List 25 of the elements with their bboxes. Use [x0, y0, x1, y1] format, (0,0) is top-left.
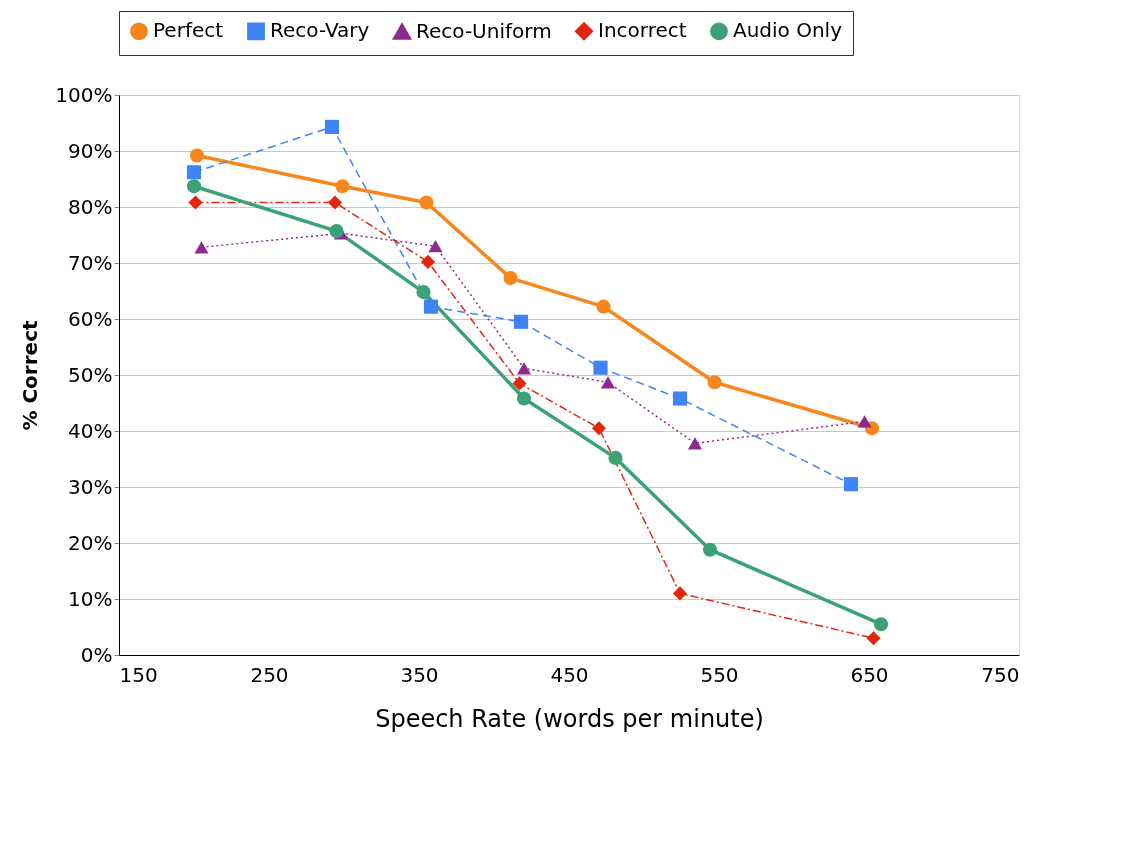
x-tick-label: 550: [700, 662, 739, 687]
legend-label: Perfect: [153, 18, 224, 43]
y-tick-label: 80%: [68, 194, 113, 219]
y-tick-label: 50%: [68, 362, 113, 387]
x-tick-label: 150: [119, 662, 158, 687]
y-tick-label: 60%: [68, 306, 113, 331]
y-tick-label: 20%: [68, 530, 113, 555]
y-tick-label: 70%: [68, 250, 113, 275]
y-tick-label: 90%: [68, 138, 113, 163]
x-tick-label: 350: [400, 662, 439, 687]
y-tick-label: 40%: [68, 418, 113, 443]
legend-label: Incorrect: [598, 18, 687, 43]
y-tick-label: 0%: [80, 642, 113, 667]
legend-label: Reco-Vary: [270, 18, 370, 43]
y-axis-title: % Correct: [18, 320, 43, 431]
legend-label: Reco-Uniform: [416, 18, 552, 43]
x-tick-label: 450: [550, 662, 589, 687]
legend-label: Audio Only: [733, 18, 843, 43]
y-tick-label: 30%: [68, 474, 113, 499]
y-tick-label: 10%: [68, 586, 113, 611]
x-tick-label: 750: [981, 662, 1020, 687]
x-tick-label: 650: [850, 662, 889, 687]
x-tick-label: 250: [250, 662, 289, 687]
x-axis-title: Speech Rate (words per minute): [375, 704, 764, 733]
y-tick-label: 100%: [55, 82, 113, 107]
